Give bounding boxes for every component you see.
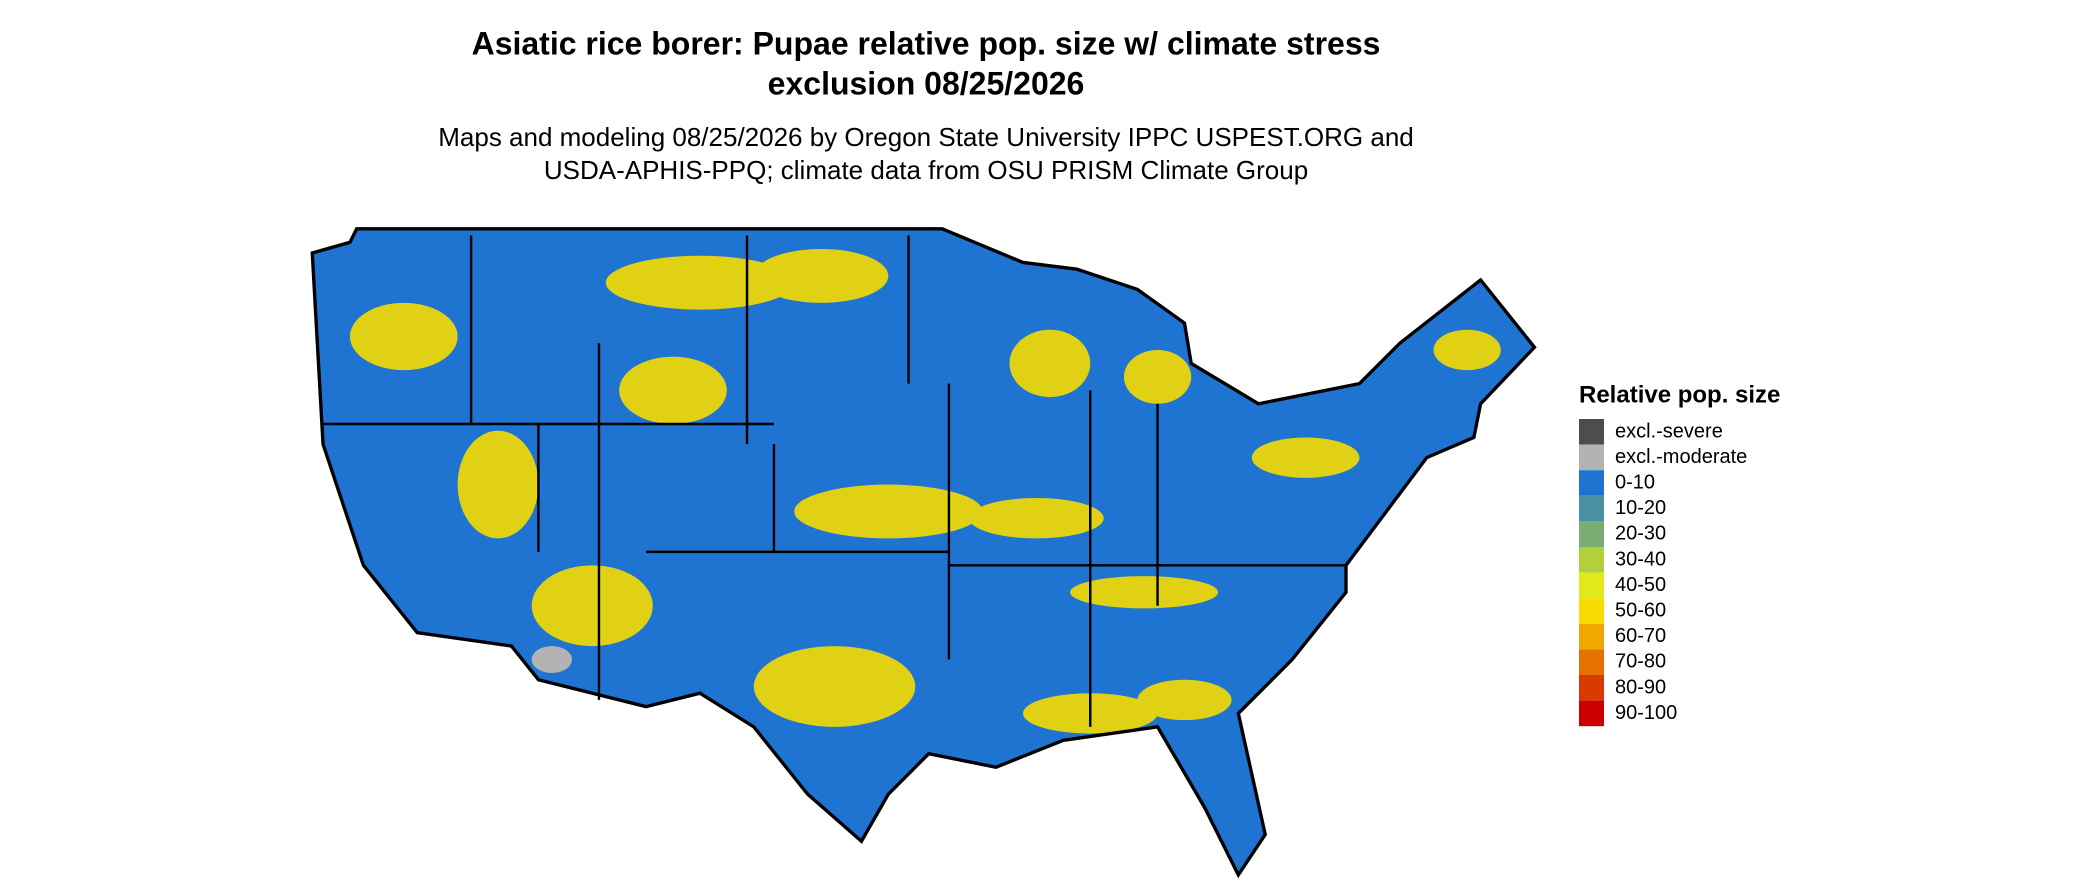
- legend-swatch: [1579, 444, 1604, 471]
- legend-swatch: [1579, 700, 1604, 727]
- legend-label: 60-70: [1615, 625, 1666, 647]
- legend-label: 0-10: [1615, 471, 1655, 493]
- title: exclusion 08/25/2026: [768, 65, 1085, 101]
- state-lines: [323, 235, 1346, 727]
- legend-swatch: [1579, 470, 1604, 496]
- legend-label: 20-30: [1615, 523, 1666, 545]
- legend-label: excl.-moderate: [1615, 446, 1747, 468]
- legend-swatch: [1579, 572, 1604, 599]
- legend-label: excl.-severe: [1615, 420, 1723, 442]
- legend-label: 30-40: [1615, 548, 1666, 570]
- legend-swatch: [1579, 547, 1604, 573]
- subtitle: Maps and modeling 08/25/2026 by Oregon S…: [438, 122, 1414, 152]
- legend-swatch: [1579, 675, 1604, 701]
- legend-swatch: [1579, 649, 1604, 675]
- legend-swatch: [1579, 419, 1604, 445]
- legend: excl.-severe excl.-moderate 0-10 10-20 20-30…: [1579, 419, 1747, 727]
- legend-swatch: [1579, 495, 1604, 522]
- legend-swatch: [1579, 623, 1604, 650]
- legend-label: 90-100: [1615, 702, 1677, 724]
- legend-title: Relative pop. size: [1579, 381, 1780, 408]
- legend-label: 70-80: [1615, 651, 1666, 673]
- map: [310, 227, 1537, 879]
- legend-swatch: [1579, 521, 1604, 547]
- title: Asiatic rice borer: Pupae relative pop. …: [472, 25, 1381, 61]
- legend-label: 50-60: [1615, 599, 1666, 621]
- legend-label: 80-90: [1615, 676, 1666, 698]
- legend-swatch: [1579, 598, 1604, 624]
- legend-label: 40-50: [1615, 574, 1666, 596]
- subtitle: USDA-APHIS-PPQ; climate data from OSU PR…: [544, 155, 1308, 185]
- legend-label: 10-20: [1615, 497, 1666, 519]
- us-outline: [310, 227, 1537, 879]
